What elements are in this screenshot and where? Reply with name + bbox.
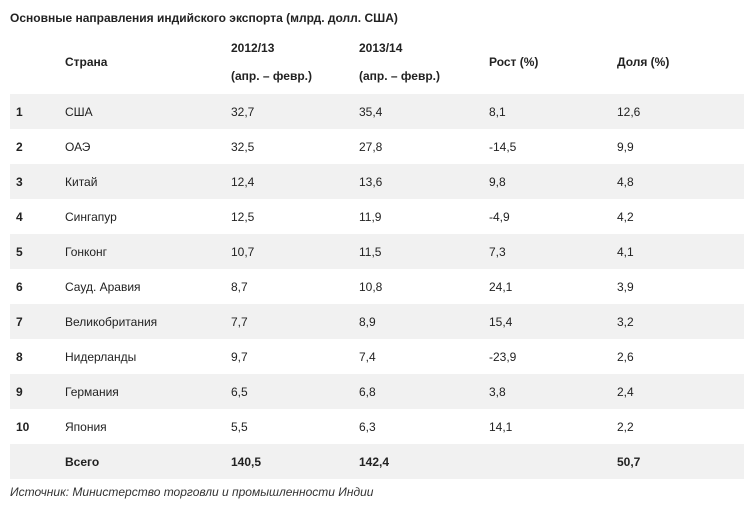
- cell-growth: 8,1: [489, 94, 617, 129]
- cell-year-b: 11,9: [359, 209, 382, 224]
- cell-year-a: 6,5: [231, 374, 359, 409]
- cell-year-b: 6,8: [359, 374, 489, 409]
- cell-growth: 3,8: [489, 374, 617, 409]
- cell-year-a: 10,7: [231, 234, 359, 269]
- table-body: 1 США 32,7 35,4 8,1 12,6 2 ОАЭ 32,5 27,8…: [10, 94, 744, 479]
- cell-country: Нидерланды: [65, 349, 137, 364]
- cell-year-a: 12,5: [231, 209, 255, 224]
- cell-country: Япония: [65, 419, 107, 434]
- table-row: 6 Сауд. Аравия 8,7 10,8 24,1 3,9: [10, 269, 744, 304]
- header-share: Доля (%): [617, 55, 670, 69]
- header-year-b-sub: (апр. – февр.): [359, 69, 440, 83]
- cell-year-a: 12,4: [231, 164, 359, 199]
- cell-year-a: 9,7: [231, 349, 248, 364]
- header-growth: Рост (%): [489, 55, 539, 69]
- header-year-a-label: 2012/13: [231, 41, 275, 55]
- cell-growth: -23,9: [489, 349, 517, 364]
- cell-growth: 15,4: [489, 304, 617, 339]
- cell-rank: 1: [10, 94, 65, 129]
- cell-share: 2,4: [617, 374, 744, 409]
- source-note: Источник: Министерство торговли и промыш…: [10, 485, 374, 499]
- table-row: 8 Нидерланды 9,7 7,4 -23,9 2,6: [10, 339, 744, 374]
- cell-year-b: 27,8: [359, 139, 383, 154]
- cell-growth: -14,5: [489, 139, 517, 154]
- table-row: 4 Сингапур 12,5 11,9 -4,9 4,2: [10, 199, 744, 234]
- cell-year-a: 32,5: [231, 139, 255, 154]
- cell-share: 12,6: [617, 94, 744, 129]
- cell-share: 2,2: [617, 419, 634, 434]
- header-row: Страна 2012/13 (апр. – февр.) 2013/14 (а…: [10, 30, 744, 94]
- cell-growth: -4,9: [489, 209, 510, 224]
- total-share: 50,7: [617, 444, 744, 479]
- cell-rank: 5: [10, 234, 65, 269]
- table-row: 2 ОАЭ 32,5 27,8 -14,5 9,9: [10, 129, 744, 164]
- total-row: Всего 140,5 142,4 50,7: [10, 444, 744, 479]
- cell-share: 3,2: [617, 304, 744, 339]
- cell-country: Гонконг: [65, 234, 231, 269]
- cell-rank: 3: [10, 164, 65, 199]
- cell-rank: 8: [16, 349, 23, 364]
- table-row: 9 Германия 6,5 6,8 3,8 2,4: [10, 374, 744, 409]
- cell-rank: 4: [16, 209, 23, 224]
- header-year-b: 2013/14 (апр. – февр.): [359, 30, 489, 94]
- cell-country: Китай: [65, 164, 231, 199]
- cell-rank: 6: [16, 279, 23, 294]
- cell-share: 4,2: [617, 209, 634, 224]
- cell-year-b: 35,4: [359, 94, 489, 129]
- cell-growth: 24,1: [489, 279, 513, 294]
- cell-rank: 10: [16, 419, 30, 434]
- total-label: Всего: [65, 444, 231, 479]
- cell-year-b: 6,3: [359, 419, 376, 434]
- cell-country: Сауд. Аравия: [65, 279, 141, 294]
- cell-year-b: 13,6: [359, 164, 489, 199]
- cell-share: 4,8: [617, 164, 744, 199]
- cell-growth: 14,1: [489, 419, 513, 434]
- cell-year-b: 11,5: [359, 234, 489, 269]
- cell-year-a: 8,7: [231, 279, 248, 294]
- cell-share: 2,6: [617, 349, 634, 364]
- cell-country: Сингапур: [65, 209, 117, 224]
- header-year-a: 2012/13 (апр. – февр.): [231, 30, 359, 94]
- cell-share: 4,1: [617, 234, 744, 269]
- table-row: 7 Великобритания 7,7 8,9 15,4 3,2: [10, 304, 744, 339]
- header-rank: [10, 30, 65, 94]
- header-country: Страна: [65, 55, 108, 69]
- header-year-a-sub: (апр. – февр.): [231, 69, 312, 83]
- cell-year-b: 10,8: [359, 279, 383, 294]
- cell-country: Великобритания: [65, 304, 231, 339]
- cell-country: Германия: [65, 374, 231, 409]
- table-row: 1 США 32,7 35,4 8,1 12,6: [10, 94, 744, 129]
- cell-growth: 7,3: [489, 234, 617, 269]
- cell-rank: 2: [16, 139, 23, 154]
- cell-share: 3,9: [617, 279, 634, 294]
- table-title: Основные направления индийского экспорта…: [10, 11, 398, 25]
- cell-growth: 9,8: [489, 164, 617, 199]
- cell-rank: [10, 444, 65, 479]
- cell-country: ОАЭ: [65, 139, 91, 154]
- cell-year-b: 8,9: [359, 304, 489, 339]
- export-table: Страна 2012/13 (апр. – февр.) 2013/14 (а…: [10, 30, 744, 479]
- total-year-b: 142,4: [359, 444, 489, 479]
- cell-year-a: 32,7: [231, 94, 359, 129]
- table-row: 10 Япония 5,5 6,3 14,1 2,2: [10, 409, 744, 444]
- cell-country: США: [65, 94, 231, 129]
- cell-year-a: 5,5: [231, 419, 248, 434]
- cell-rank: 7: [10, 304, 65, 339]
- table-row: 5 Гонконг 10,7 11,5 7,3 4,1: [10, 234, 744, 269]
- cell-share: 9,9: [617, 139, 634, 154]
- cell-year-a: 7,7: [231, 304, 359, 339]
- cell-rank: 9: [10, 374, 65, 409]
- total-year-a: 140,5: [231, 444, 359, 479]
- table-row: 3 Китай 12,4 13,6 9,8 4,8: [10, 164, 744, 199]
- cell-year-b: 7,4: [359, 349, 376, 364]
- total-growth: [489, 444, 617, 479]
- header-year-b-label: 2013/14: [359, 41, 403, 55]
